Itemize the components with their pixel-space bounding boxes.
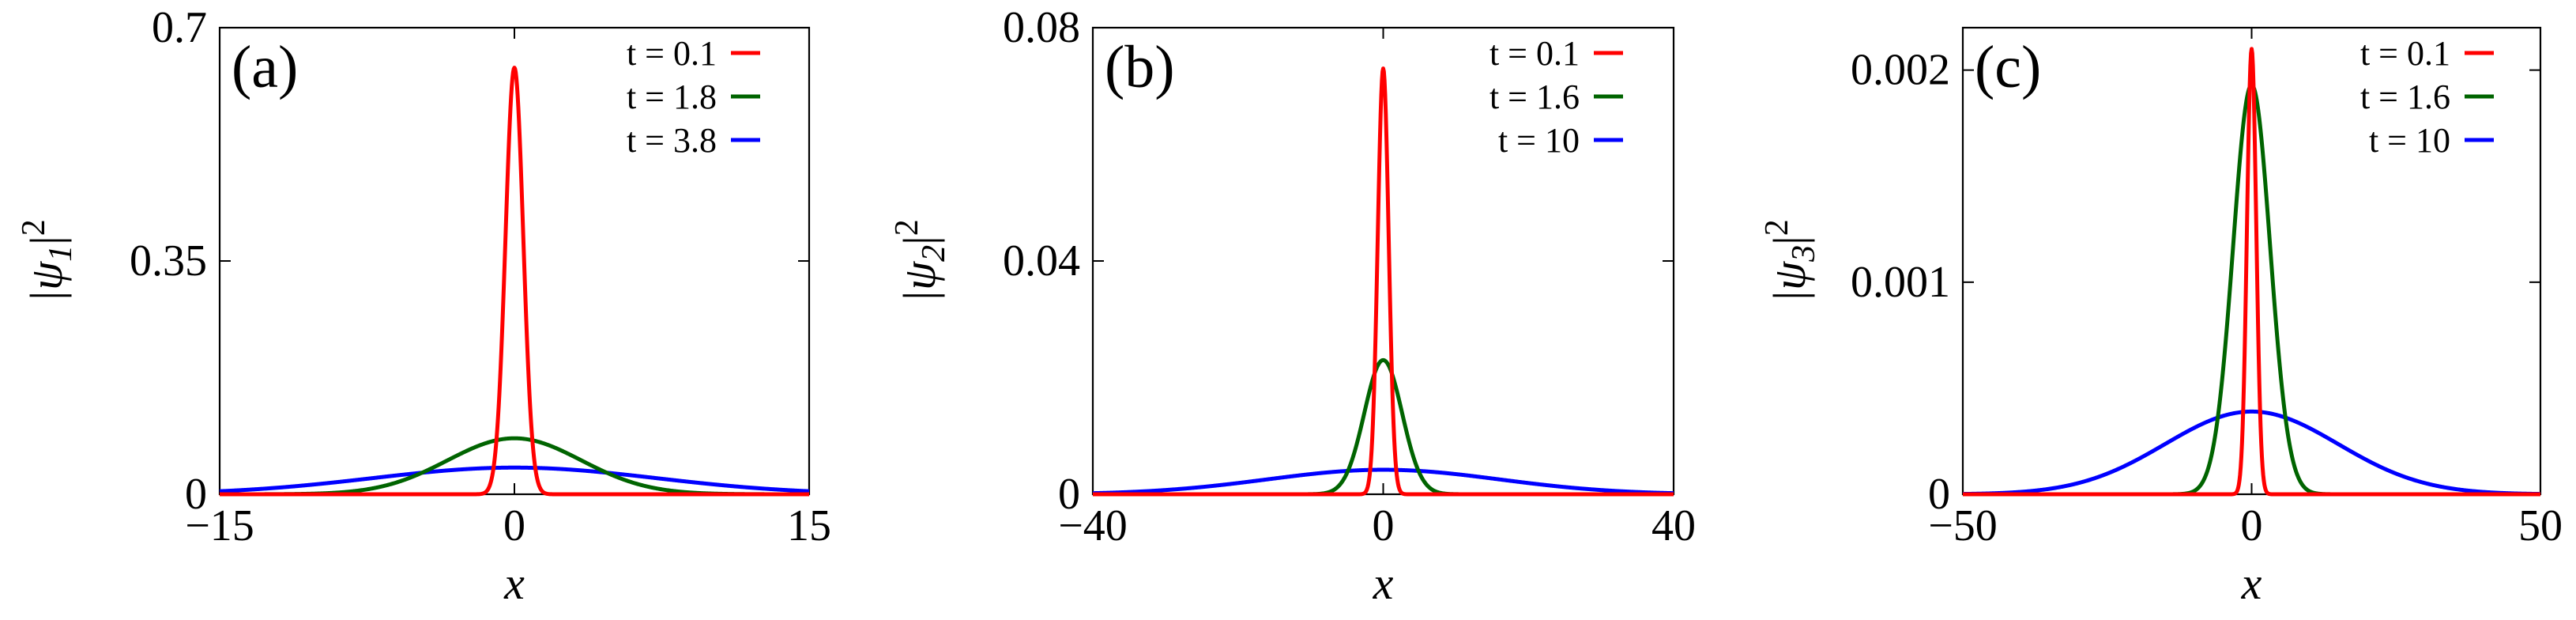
y-axis-label-base: |ψ	[21, 261, 72, 303]
legend-label: t = 3.8	[627, 121, 717, 160]
y-tick-label: 0	[1058, 470, 1080, 519]
plot-frame	[218, 26, 811, 496]
y-tick-label: 0.35	[130, 236, 207, 285]
series-line	[1091, 467, 1675, 496]
y-axis-label: |ψ2|2	[889, 219, 952, 303]
y-axis-label-bar: |	[1764, 236, 1815, 245]
legend-entry: t = 1.8	[627, 78, 760, 116]
y-tick-label: 0.04	[1003, 236, 1080, 285]
x-tick-label: −15	[185, 501, 254, 550]
x-tick-label: −40	[1058, 501, 1128, 550]
y-tick-label: 0	[1928, 470, 1950, 519]
legend-label: t = 10	[2369, 121, 2450, 160]
series-line	[1961, 47, 2542, 497]
x-axis-label: x	[503, 558, 525, 609]
legend-label: t = 1.6	[1489, 78, 1580, 116]
y-tick-label: 0.08	[1003, 3, 1080, 52]
curves	[1091, 66, 1675, 497]
y-axis-label-bar: |	[21, 236, 72, 245]
series-line	[1961, 82, 2542, 497]
x-axis-label: x	[1373, 558, 1394, 609]
legend: t = 0.1 t = 1.6 t = 10	[2360, 34, 2494, 160]
plot-frame	[1091, 26, 1675, 496]
curves	[218, 66, 811, 497]
x-tick-label: 0	[1373, 501, 1395, 550]
legend-entry: t = 10	[2369, 121, 2494, 160]
x-tick-label: 0	[503, 501, 525, 550]
y-axis-label-subscript: 2	[916, 245, 952, 262]
x-tick-label: 0	[2241, 501, 2263, 550]
panel-label: (c)	[1975, 34, 2041, 100]
y-axis-label-subscript: 1	[43, 245, 79, 262]
y-tick-label: 0.7	[152, 3, 207, 52]
legend-entry: t = 3.8	[627, 121, 760, 160]
series-line	[218, 465, 811, 493]
y-axis-label-superscript: 2	[16, 219, 52, 236]
x-tick-label: 50	[2518, 501, 2563, 550]
legend-entry: t = 1.6	[1489, 78, 1623, 116]
series-line	[1091, 66, 1675, 497]
y-tick-label: 0.002	[1851, 46, 1950, 95]
plot-frame	[1961, 26, 2542, 496]
series-line	[218, 66, 811, 497]
legend-entry: t = 0.1	[1489, 34, 1623, 73]
y-tick-label: 0.001	[1851, 258, 1950, 307]
y-tick-label: 0	[185, 470, 207, 519]
x-axis-label: x	[2241, 558, 2262, 609]
series-line	[1961, 409, 2542, 497]
panel-label: (b)	[1105, 34, 1175, 100]
legend-entry: t = 10	[1498, 121, 1623, 160]
legend: t = 0.1 t = 1.6 t = 10	[1489, 34, 1623, 160]
legend-label: t = 0.1	[2360, 34, 2450, 73]
panel-label: (a)	[232, 34, 298, 100]
legend-label: t = 10	[1498, 121, 1580, 160]
y-axis-label-subscript: 3	[1786, 245, 1822, 263]
legend-label: t = 1.6	[2360, 78, 2450, 116]
legend-label: t = 1.8	[627, 78, 717, 116]
y-axis-label-superscript: 2	[1759, 219, 1795, 236]
x-tick-label: 15	[787, 501, 831, 550]
legend-label: t = 0.1	[627, 34, 717, 73]
legend-label: t = 0.1	[1489, 34, 1580, 73]
y-axis-label-base: |ψ	[894, 261, 945, 303]
legend: t = 0.1 t = 1.8 t = 3.8	[627, 34, 760, 160]
x-tick-label: 40	[1651, 501, 1696, 550]
y-axis-label-bar: |	[894, 236, 945, 245]
series-line	[1091, 357, 1675, 497]
y-axis-label-superscript: 2	[889, 219, 925, 236]
curves	[1961, 47, 2542, 497]
legend-entry: t = 0.1	[627, 34, 760, 73]
y-axis-label-base: |ψ	[1764, 261, 1815, 303]
y-axis-label: |ψ3|2	[1759, 219, 1822, 303]
legend-entry: t = 1.6	[2360, 78, 2494, 116]
legend-entry: t = 0.1	[2360, 34, 2494, 73]
x-tick-label: −50	[1928, 501, 1998, 550]
y-axis-label: |ψ1|2	[16, 219, 79, 303]
